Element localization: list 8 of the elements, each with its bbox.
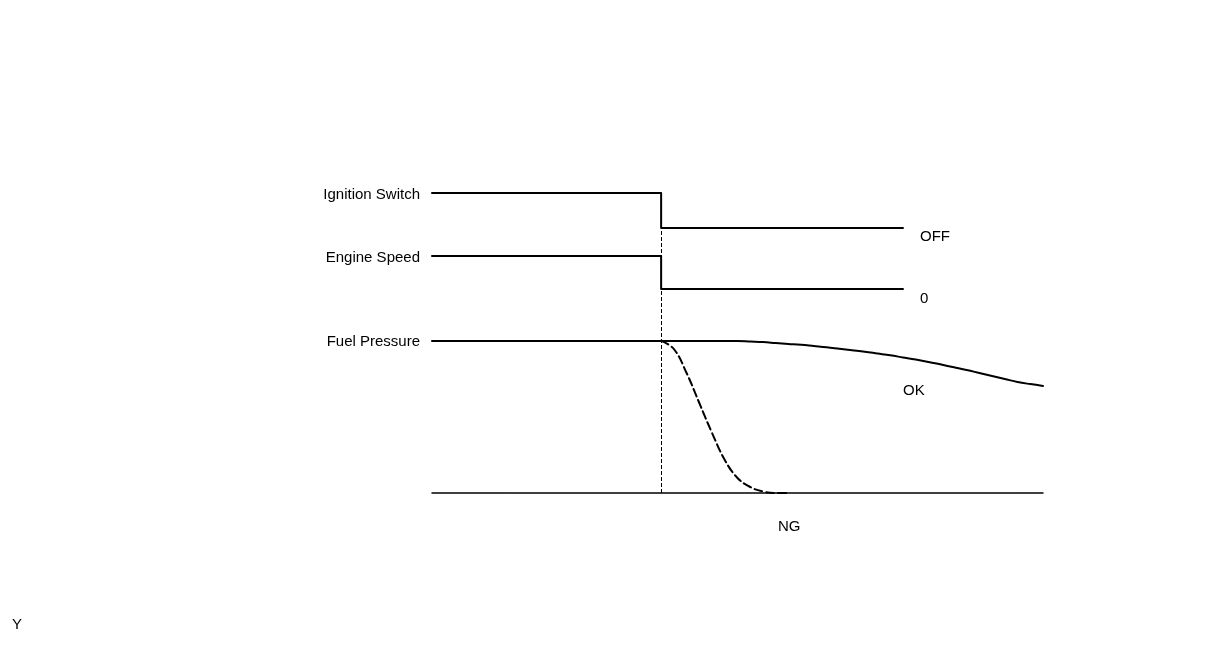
annotation: 0	[920, 289, 929, 306]
series-label: Engine Speed	[325, 247, 420, 265]
series-label: Ignition Switch	[323, 184, 420, 202]
text: NG	[778, 517, 801, 534]
annotation: OK	[903, 381, 925, 398]
text: Y	[12, 615, 23, 632]
series-label: Fuel Pressure	[326, 332, 420, 350]
annotation: OFF	[920, 227, 950, 244]
